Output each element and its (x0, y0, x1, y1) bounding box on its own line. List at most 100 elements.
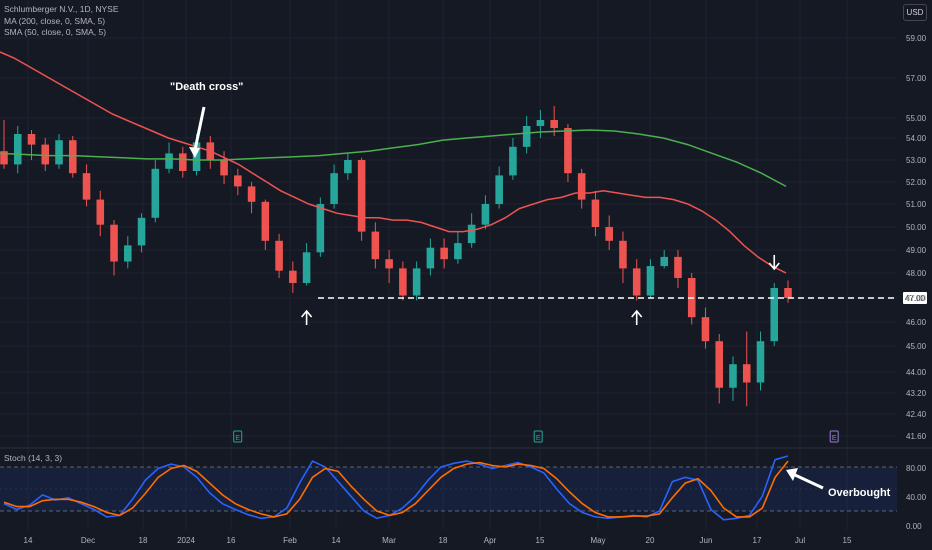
overbought-label: Overbought (828, 487, 891, 499)
arrow-head (786, 468, 798, 481)
x-tick-label: May (590, 536, 605, 545)
candle (591, 199, 600, 227)
candle (412, 268, 421, 296)
candle (68, 140, 77, 174)
candle (674, 256, 682, 278)
candle (234, 175, 242, 187)
candle (467, 224, 476, 244)
y-tick-label: 50.00 (906, 223, 927, 232)
candle (756, 341, 765, 383)
earnings-marker: E (829, 430, 839, 443)
earnings-letter: E (536, 435, 541, 442)
stoch-k-line (3, 455, 789, 521)
x-tick-label: Mar (382, 536, 396, 545)
candle (316, 204, 325, 253)
death-cross-label: "Death cross" (170, 81, 243, 93)
stoch-d-line (3, 460, 789, 518)
down-arrow-icon (768, 255, 780, 271)
candle (192, 142, 201, 171)
candle (784, 288, 792, 298)
candle (289, 270, 297, 283)
y-tick-label: 47.00 (906, 294, 927, 303)
arrow-head (189, 147, 200, 158)
candle (82, 173, 91, 200)
earnings-box (533, 430, 543, 443)
arrow-head (631, 309, 643, 318)
sma50-line (0, 51, 787, 274)
y-tick-label: 52.00 (906, 178, 927, 187)
x-tick-label: Dec (81, 536, 95, 545)
stoch-tick-label: 0.00 (906, 522, 922, 531)
candle (96, 199, 105, 225)
candle (564, 128, 572, 174)
x-tick-label: 16 (227, 536, 236, 545)
symbol-title[interactable]: Schlumberger N.V., 1D, NYSE (4, 4, 119, 14)
currency-button[interactable]: USD (903, 4, 927, 21)
candle (440, 247, 448, 260)
earnings-box (233, 430, 243, 443)
candle (454, 243, 462, 260)
candle (371, 231, 380, 260)
candle (619, 240, 627, 269)
y-tick-label: 49.00 (906, 246, 927, 255)
candle (715, 341, 724, 388)
x-tick-label: 15 (843, 536, 852, 545)
candle (261, 201, 270, 241)
candle (729, 364, 737, 388)
y-tick-label: 57.00 (906, 74, 927, 83)
candle (275, 240, 283, 271)
candle (660, 256, 668, 267)
earnings-letter: E (832, 435, 837, 442)
candle (124, 245, 132, 262)
candle (426, 247, 435, 269)
stoch-band (0, 467, 897, 511)
stoch-tick-label: 40.00 (906, 493, 927, 502)
earnings-letter: E (235, 435, 240, 442)
candle (481, 204, 490, 225)
stoch-legend[interactable]: Stoch (14, 3, 3) (4, 453, 63, 463)
candle (110, 224, 118, 262)
candle (330, 173, 338, 204)
candle (220, 160, 228, 176)
y-tick-label: 46.00 (906, 318, 927, 327)
y-tick-label: 45.00 (906, 342, 927, 351)
x-tick-label: 14 (332, 536, 341, 545)
y-tick-label: 42.40 (906, 410, 927, 419)
x-tick-label: Jul (795, 536, 805, 545)
y-tick-label: 51.00 (906, 200, 927, 209)
x-tick-label: 17 (753, 536, 762, 545)
y-tick-label: 54.00 (906, 134, 927, 143)
price-tag (903, 292, 927, 304)
arrow-shaft (794, 473, 824, 490)
candle (41, 144, 50, 165)
x-tick-label: 15 (536, 536, 545, 545)
candle (399, 268, 407, 296)
arrow-head (300, 309, 313, 318)
candle (55, 140, 63, 165)
candle (632, 268, 641, 296)
x-tick-label: Apr (484, 536, 497, 545)
candle (0, 151, 8, 165)
ma200-legend[interactable]: MA (200, close, 0, SMA, 5) (4, 15, 106, 26)
candle (165, 153, 173, 169)
candle (13, 134, 22, 165)
candle (742, 364, 751, 383)
candle (509, 146, 517, 176)
up-arrow-icon (631, 309, 643, 325)
x-tick-label: 18 (139, 536, 148, 545)
candle (550, 120, 558, 128)
y-tick-label: 41.60 (906, 432, 927, 441)
x-tick-label: 2024 (177, 536, 195, 545)
sma50-legend[interactable]: SMA (50, close, 0, SMA, 5) (4, 27, 107, 37)
y-tick-label: 53.00 (906, 156, 927, 165)
candle (770, 288, 779, 342)
candle (27, 134, 36, 145)
earnings-marker: E (533, 430, 543, 443)
candle (344, 160, 352, 174)
price-tag-label: 47.00 (905, 294, 926, 303)
candle (385, 259, 393, 269)
arrow-head (768, 262, 780, 271)
y-tick-label: 59.00 (906, 34, 927, 43)
x-tick-label: 20 (646, 536, 655, 545)
